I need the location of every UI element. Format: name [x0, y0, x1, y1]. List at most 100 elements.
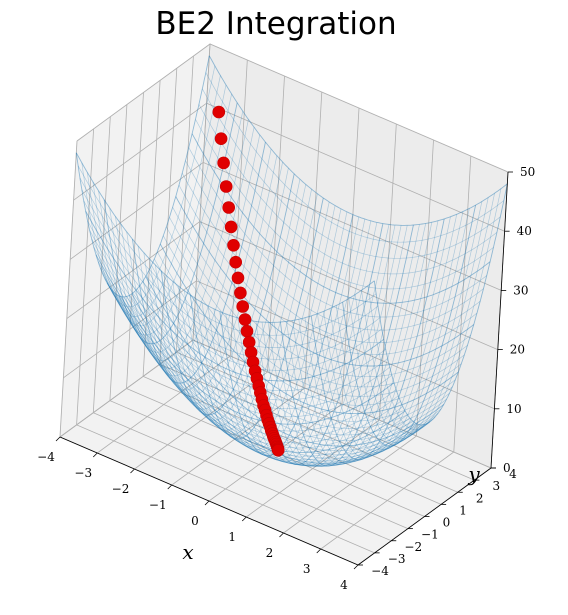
surface-line [87, 221, 386, 392]
y-tick-label: 2 [476, 491, 484, 505]
surface-line [191, 133, 491, 304]
x-axis-ticks: −4 −3 −2 −1 0 1 2 3 4 [37, 436, 359, 592]
surface-line [166, 179, 301, 421]
y-tick-label: 1 [459, 503, 467, 517]
surface-line [178, 184, 478, 356]
surface-line [128, 295, 428, 466]
x-tick-mark [204, 500, 210, 506]
surface-line [304, 220, 439, 463]
surface-line [205, 72, 505, 243]
surface-line [79, 177, 379, 348]
axes-gridlines [59, 43, 509, 566]
trajectory-point [234, 286, 247, 300]
surface-line [103, 102, 238, 345]
surface-line [137, 148, 272, 391]
z-axis-ticks: 0 10 20 30 40 50 [491, 165, 535, 475]
trajectory-point [227, 239, 240, 252]
y-tick-label: −1 [421, 528, 439, 542]
z-tick-label: 30 [513, 283, 528, 297]
surface-line [184, 193, 318, 436]
z-tick-label: 50 [520, 165, 535, 179]
z-tick-label: 20 [510, 343, 525, 357]
surface-line [120, 127, 255, 369]
surface-line [354, 197, 489, 439]
x-tick-label: −1 [149, 498, 167, 512]
z-tick-label: 40 [517, 224, 532, 238]
surface-line [361, 193, 495, 435]
x-axis-label: x [182, 540, 193, 564]
z-gridline [63, 280, 495, 410]
surface-line [118, 295, 418, 466]
surface-line [292, 223, 427, 465]
surface-line [201, 88, 501, 259]
surface-line [151, 265, 450, 436]
z-gridline [59, 339, 492, 469]
surface-line [115, 119, 249, 361]
surface-line [159, 243, 459, 415]
x-tick-label: 0 [191, 514, 199, 528]
surface-line [102, 273, 401, 444]
surface-line [213, 211, 348, 454]
surface-line [195, 119, 494, 290]
surface-line [106, 282, 406, 453]
y-axis-label: y [467, 462, 480, 486]
surface-line [261, 225, 396, 467]
surface-line [121, 296, 420, 467]
surface-line [169, 217, 468, 388]
surface-line [201, 205, 336, 447]
surface-line [75, 55, 210, 298]
trajectory-point [236, 300, 249, 313]
chart-title: BE2 Integration [155, 6, 396, 42]
surface-line [317, 216, 451, 459]
trajectory-point [219, 180, 233, 193]
surface-line [198, 104, 498, 275]
y-tick-label: −4 [371, 564, 389, 578]
surface-line [111, 289, 411, 460]
surface-line [298, 222, 433, 464]
surface-line [126, 134, 261, 377]
trajectory-series [212, 105, 285, 457]
y-tick-label: 3 [493, 479, 501, 493]
surface-line [139, 285, 439, 456]
surface-line [279, 224, 414, 467]
x-tick-mark [353, 564, 359, 570]
trajectory-point [222, 201, 235, 214]
surface-line [348, 201, 483, 443]
surface-line [123, 296, 423, 467]
surface-line [142, 281, 442, 452]
x-tick-mark [241, 516, 247, 522]
surface-line [208, 55, 508, 226]
surface-line [156, 251, 456, 422]
surface-line [286, 224, 420, 466]
surface-line [367, 188, 502, 431]
surface-line [162, 235, 462, 406]
x-tick-label: 1 [228, 530, 236, 544]
surface-line [155, 168, 289, 410]
surface-line [323, 214, 458, 456]
surface-line [113, 292, 413, 463]
surface-line [172, 184, 307, 426]
trajectory-point [224, 220, 238, 234]
surface-line [207, 208, 342, 451]
surface-line [126, 296, 425, 467]
trajectory-point [214, 132, 228, 145]
surface-line [231, 219, 366, 461]
surface-line [255, 224, 390, 466]
surface-line [85, 211, 384, 382]
x-tick-label: 2 [266, 546, 274, 560]
surface-line [335, 208, 470, 450]
surface-line [160, 173, 295, 416]
x-tick-mark [316, 548, 322, 554]
z-tick-label: 0 [503, 461, 511, 475]
surface-line [189, 197, 324, 440]
surface-line [178, 189, 312, 431]
surface-line [342, 205, 477, 447]
x-tick-mark [92, 452, 98, 458]
y-tick-label: 4 [509, 467, 517, 481]
surface-line [166, 226, 465, 397]
surface-line [87, 75, 221, 317]
x-tick-label: 4 [340, 578, 348, 592]
surface-line [237, 220, 372, 463]
surface-line [373, 183, 508, 426]
trajectory-point [271, 443, 285, 457]
